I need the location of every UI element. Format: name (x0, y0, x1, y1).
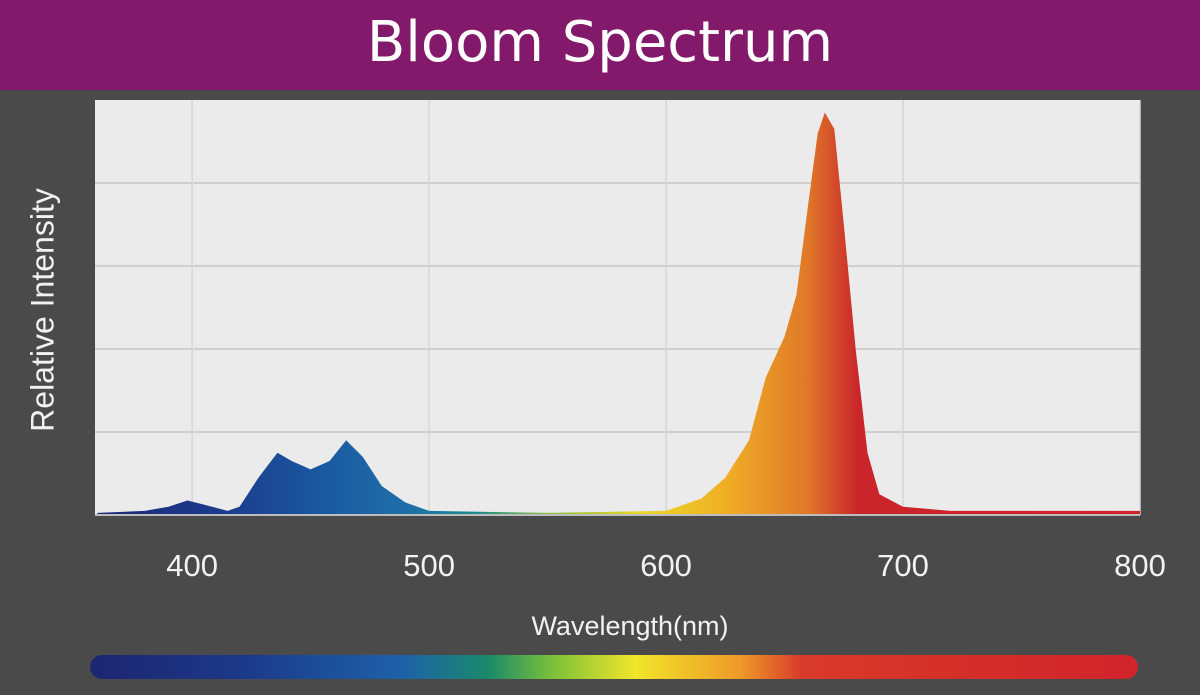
plot-area (95, 100, 1140, 515)
x-tick-label: 500 (403, 548, 455, 583)
x-axis-label: Wavelength(nm) (531, 611, 728, 641)
x-tick-label: 800 (1114, 548, 1166, 583)
x-tick-label: 600 (640, 548, 692, 583)
y-axis-label: Relative Intensity (24, 188, 60, 432)
chart-title: Bloom Spectrum (367, 10, 833, 75)
x-tick-label: 700 (877, 548, 929, 583)
spectrum-bar (90, 655, 1138, 679)
header-bar (0, 0, 1200, 90)
x-tick-label: 400 (166, 548, 218, 583)
